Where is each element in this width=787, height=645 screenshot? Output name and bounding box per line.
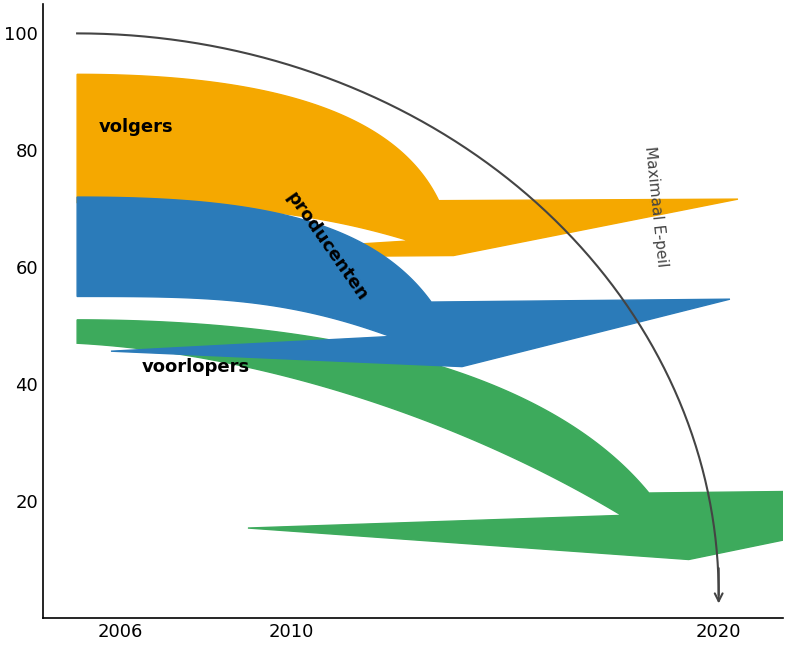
Polygon shape [77, 74, 738, 258]
Text: Maximaal E-peil: Maximaal E-peil [642, 145, 670, 268]
Text: producenten: producenten [283, 189, 371, 304]
Polygon shape [77, 197, 730, 366]
Text: volgers: volgers [98, 118, 173, 136]
Text: voorlopers: voorlopers [142, 357, 249, 375]
Polygon shape [77, 320, 787, 559]
